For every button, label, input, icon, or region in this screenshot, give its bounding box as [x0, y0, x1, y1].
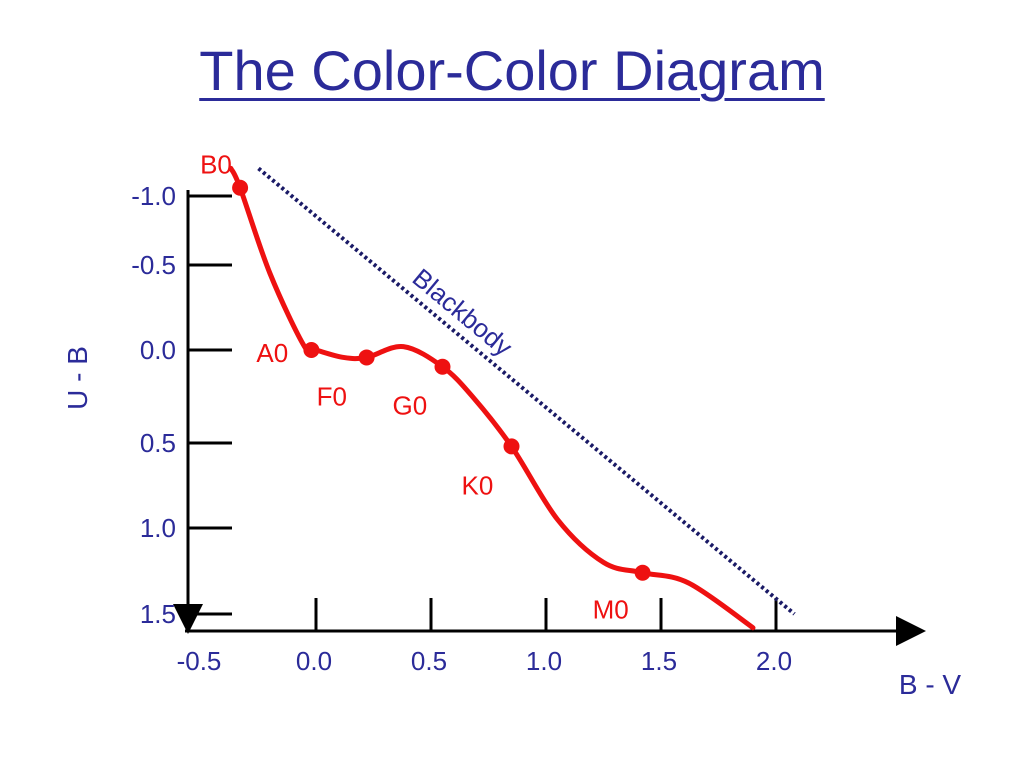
spectral-point-b0 [232, 179, 249, 196]
y-tick-label: 0.5 [140, 428, 176, 458]
y-axis-title: U - B [62, 346, 93, 410]
spectral-label-k0: K0 [462, 470, 494, 500]
spectral-label-b0: B0 [200, 150, 232, 180]
y-tick-label: -1.0 [131, 181, 176, 211]
spectral-point-m0 [634, 564, 651, 581]
main-sequence-curve [228, 165, 756, 631]
y-tick-label: 0.0 [140, 335, 176, 365]
spectral-label-g0: G0 [393, 391, 428, 421]
x-tick-label: -0.5 [177, 646, 222, 676]
spectral-point-k0 [503, 438, 520, 455]
y-tick-label: -0.5 [131, 250, 176, 280]
spectral-label-f0: F0 [317, 381, 347, 411]
x-tick-label: 1.5 [641, 646, 677, 676]
blackbody-label: Blackbody [407, 262, 518, 362]
x-tick-label: 0.0 [296, 646, 332, 676]
x-axis-title: B - V [899, 669, 962, 700]
spectral-label-a0: A0 [256, 338, 288, 368]
spectral-point-g0 [434, 358, 451, 375]
spectral-point-f0 [358, 349, 375, 366]
x-tick-label: 2.0 [756, 646, 792, 676]
blackbody-line [257, 166, 796, 616]
spectral-label-m0: M0 [593, 595, 629, 625]
x-tick-label: 1.0 [526, 646, 562, 676]
spectral-point-a0 [303, 342, 320, 358]
y-tick-label: 1.0 [140, 513, 176, 543]
y-tick-label: 1.5 [140, 599, 176, 629]
chart-title: The Color-Color Diagram [199, 39, 825, 102]
x-tick-label: 0.5 [411, 646, 447, 676]
